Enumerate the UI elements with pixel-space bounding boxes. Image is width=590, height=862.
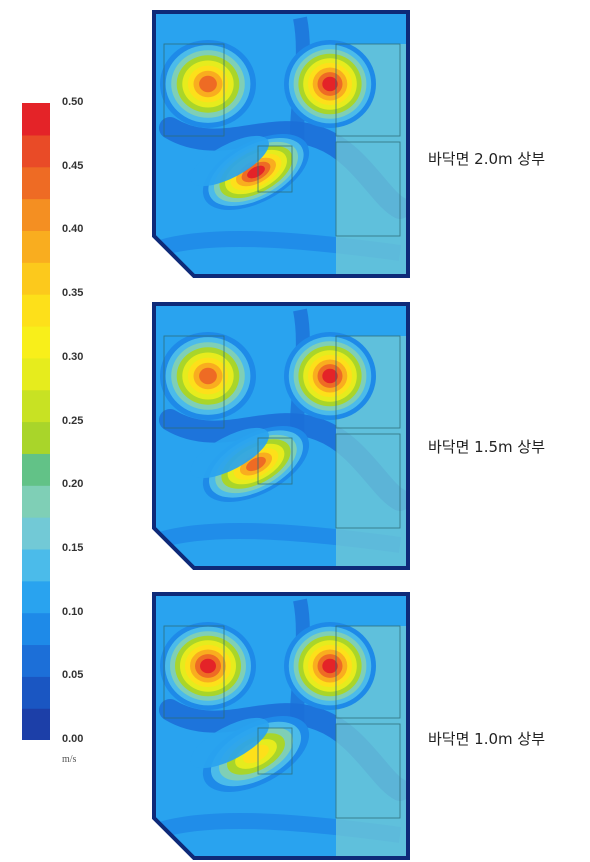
colorbar-band <box>22 612 50 646</box>
crescent-cutout <box>190 135 269 187</box>
diffuser-outline <box>163 335 225 429</box>
colorbar-band <box>22 134 50 168</box>
colorbar-tick-label: 0.15 <box>62 541 84 554</box>
hotspot-upper-left-contour <box>199 367 217 385</box>
diffuser-outline <box>335 141 401 237</box>
colorbar-band <box>22 548 50 582</box>
colorbar-tick-label: 0.30 <box>62 350 84 363</box>
colorbar-tick-label: 0.00 <box>62 733 84 745</box>
velocity-colorbar <box>22 103 50 740</box>
colorbar-band <box>22 708 50 740</box>
crescent-cutout <box>190 427 269 479</box>
colorbar-band <box>22 580 50 614</box>
colorbar-band <box>22 644 50 677</box>
hotspot-upper-right-contour <box>322 368 338 384</box>
velocity-panel-2-0m <box>152 10 410 278</box>
colorbar-band <box>22 389 50 423</box>
diffuser-outline <box>335 43 401 137</box>
velocity-panel-1-0m <box>152 592 410 860</box>
colorbar-tick-label: 0.45 <box>62 159 84 172</box>
hotspot-center-crescent-contour <box>243 744 269 764</box>
diffuser-outline <box>257 437 293 485</box>
colorbar-band <box>22 103 50 136</box>
diffuser-outline <box>257 727 293 775</box>
colorbar-tick-label: 0.05 <box>62 669 84 682</box>
diffuser-outline <box>163 43 225 137</box>
panel-caption-1-0m: 바닥면 1.0m 상부 <box>428 730 546 748</box>
velocity-panel-1-5m <box>152 302 410 570</box>
room-boundary <box>152 302 410 570</box>
colorbar-band <box>22 357 50 391</box>
diffuser-outline <box>335 625 401 719</box>
colorbar-tick-label: 0.35 <box>62 287 84 300</box>
colorbar-tick-label: 0.40 <box>62 223 84 236</box>
crescent-cutout <box>190 717 269 769</box>
hotspot-upper-right-contour <box>322 76 338 92</box>
colorbar-band <box>22 485 50 518</box>
colorbar-unit-label: m/s <box>62 754 77 765</box>
colorbar-band <box>22 294 50 327</box>
diffuser-outline <box>257 145 293 193</box>
hotspot-upper-left-contour <box>200 658 216 674</box>
hotspot-center-crescent-contour <box>247 165 265 179</box>
colorbar-band <box>22 230 50 263</box>
hotspot-center-crescent-contour <box>246 456 266 472</box>
colorbar-band <box>22 198 50 231</box>
panel-caption-2-0m: 바닥면 2.0m 상부 <box>428 150 546 168</box>
colorbar-band <box>22 421 50 454</box>
colorbar-tick-label: 0.25 <box>62 414 84 427</box>
colorbar-band <box>22 453 50 486</box>
colorbar-band <box>22 262 50 295</box>
panel-caption-1-5m: 바닥면 1.5m 상부 <box>428 438 546 456</box>
room-boundary <box>152 592 410 860</box>
colorbar-tick-label: 0.10 <box>62 605 84 618</box>
colorbar-tick-label: 0.50 <box>62 96 84 108</box>
colorbar-band <box>22 166 50 200</box>
colorbar-band <box>22 325 50 359</box>
colorbar-band <box>22 517 50 550</box>
room-boundary <box>152 10 410 278</box>
hotspot-upper-left-contour <box>199 75 217 93</box>
diffuser-outline <box>335 723 401 819</box>
colorbar-band <box>22 676 50 709</box>
colorbar-tick-label: 0.20 <box>62 478 84 491</box>
hotspot-upper-right-contour <box>322 658 338 674</box>
diffuser-outline <box>335 433 401 529</box>
diffuser-outline <box>335 335 401 429</box>
diffuser-outline <box>163 625 225 719</box>
